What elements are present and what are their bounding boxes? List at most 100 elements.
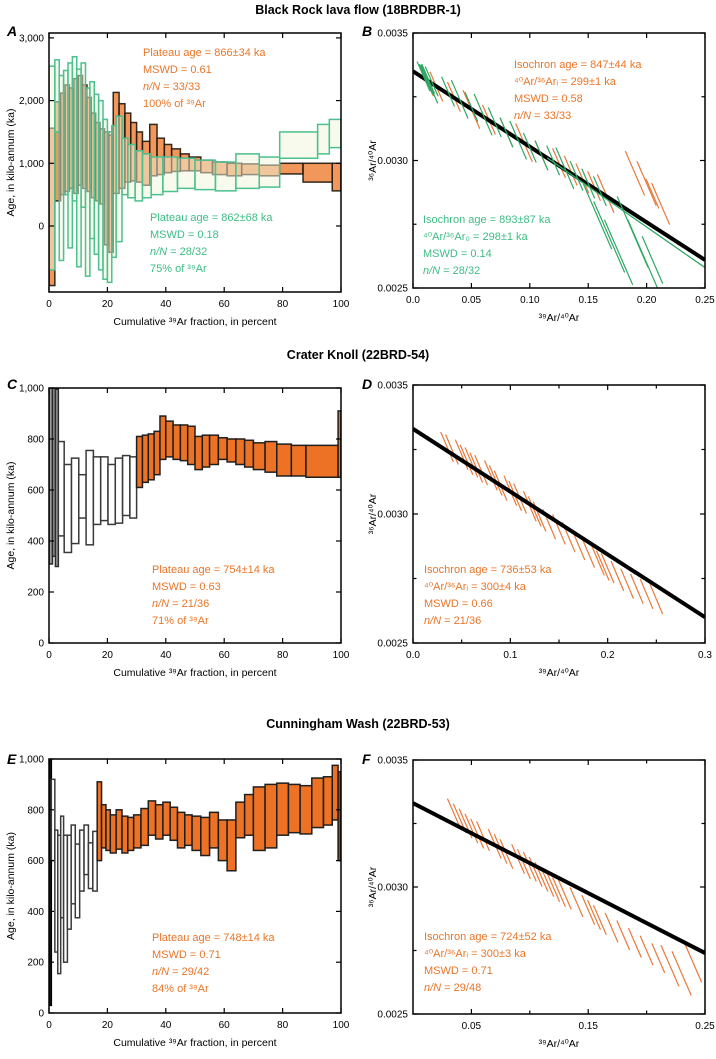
- isochron-error-segment-orange: [639, 935, 654, 966]
- panel-c-chart: 0 20 40 60 80 100 0 200 400 600 800 1,000 Cumulative…: [5, 384, 350, 680]
- spectrum-step: [316, 123, 331, 155]
- isochron-error-segment-orange: [516, 849, 531, 880]
- panel-b-chart: 0.0 0.05 0.10 0.15 0.20 0.25 0.0025 0.0030 0.003…: [367, 29, 715, 325]
- isochron-error-segment-orange: [645, 178, 660, 209]
- isochron-error-segment-orange: [581, 537, 596, 568]
- x-tick-label: 100: [333, 650, 350, 661]
- isochron-error-segment-green: [592, 176, 607, 207]
- spectrum-step: [290, 444, 307, 477]
- isochron-error-segment-green: [416, 61, 431, 92]
- spectrum-step: [99, 456, 109, 522]
- spectrum-step: [159, 415, 167, 461]
- annotation-line: n/N = 33/33: [514, 110, 572, 122]
- annotation-line: Isochron age = 893±87 ka: [423, 214, 551, 226]
- isochron-error-segment-green: [627, 219, 659, 288]
- y-tick-label: 800: [27, 805, 44, 816]
- x-axis-label: ³⁹Ar/⁴⁰Ar: [539, 667, 580, 679]
- isochron-error-segment-orange: [528, 856, 543, 887]
- isochron-error-segment-green: [420, 64, 439, 104]
- annotation-line: MSWD = 0.58: [514, 93, 583, 105]
- y-tick-label: 0.0035: [377, 756, 408, 767]
- isochron-error-segment-green: [420, 65, 434, 96]
- annotation-line: Isochron age = 847±44 ka: [514, 59, 642, 71]
- spectrum-step: [186, 425, 196, 466]
- spectrum-step: [92, 456, 102, 526]
- x-tick-label: 0.15: [578, 1021, 598, 1032]
- isochron-error-segment-orange: [459, 444, 474, 476]
- spectrum-step: [191, 815, 202, 852]
- isochron-error-segment-orange: [604, 912, 619, 943]
- spectrum-step: [129, 456, 138, 519]
- group-title-cunningham-wash: Cunningham Wash (22BRD-53): [266, 717, 450, 731]
- spectrum-step: [179, 424, 189, 462]
- isochron-error-segment-orange: [552, 148, 566, 179]
- spectrum-step: [78, 473, 87, 519]
- annotation-line: n/N = 29/48: [424, 982, 482, 994]
- spectrum-step: [49, 65, 56, 271]
- x-tick-label: 20: [102, 1020, 114, 1031]
- spectrum-step: [217, 436, 228, 461]
- isochron-error-segment-orange: [474, 454, 489, 486]
- annotation-line: Plateau age = 862±68 ka: [150, 212, 273, 224]
- isochron-error-segment-green: [581, 168, 596, 199]
- isochron-error-segment-orange: [629, 573, 644, 605]
- y-tick-label: 200: [27, 958, 44, 969]
- isochron-error-segment-orange: [546, 872, 561, 902]
- spectrum-step: [127, 143, 136, 199]
- y-tick-label: 3,000: [19, 33, 44, 44]
- y-tick-label: 600: [27, 856, 44, 867]
- isochron-error-segment-orange: [624, 150, 646, 196]
- panel-a-stats-annotation: Plateau age = 862±68 ka MSWD = 0.18 n/N = …: [150, 210, 273, 278]
- annotation-line: MSWD = 0.66: [424, 598, 493, 610]
- panel-letter-a: A: [7, 23, 18, 39]
- x-tick-label: 0.0: [406, 295, 420, 306]
- spectrum-step: [208, 811, 220, 849]
- y-axis-label: Age, in kilo-annum (ka): [5, 109, 17, 217]
- panel-d-stats-annotation: Isochron age = 736±53 ka ⁴⁰Ar/³⁶Arᵢ = 300…: [424, 562, 551, 630]
- y-tick-label: 0.0035: [377, 29, 408, 40]
- x-tick-label: 0.0: [406, 650, 420, 661]
- y-tick-label: 0.0030: [377, 156, 408, 167]
- y-tick-label: 0: [38, 1009, 44, 1020]
- isochron-error-segment-orange: [591, 545, 605, 576]
- panel-b-stats-annotation: Isochron age = 847±44 ka ⁴⁰Ar/³⁶Arᵢ = 299…: [514, 57, 641, 125]
- isochron-error-segment-orange: [620, 568, 635, 599]
- panel-letter-d: D: [362, 376, 373, 392]
- x-tick-label: 0: [46, 1020, 52, 1031]
- x-tick-label: 0.25: [695, 1021, 715, 1032]
- isochron-error-segment-orange: [563, 155, 578, 186]
- isochron-error-segment-green: [421, 63, 436, 94]
- x-tick-label: 80: [277, 1020, 289, 1031]
- annotation-line: Plateau age = 754±14 ka: [152, 564, 275, 576]
- annotation-line: n/N = 28/32: [423, 265, 481, 277]
- annotation-line: MSWD = 0.14: [423, 248, 492, 260]
- annotation-line: Isochron age = 724±52 ka: [424, 931, 552, 943]
- spectrum-step: [311, 777, 325, 829]
- isochron-error-segment-green: [546, 145, 561, 176]
- spectrum-step: [107, 463, 117, 526]
- annotation-line: Plateau age = 866±34 ka: [143, 47, 266, 59]
- x-tick-label: 0.05: [462, 295, 482, 306]
- annotation-line: Isochron age = 736±53 ka: [424, 564, 552, 576]
- x-tick-label: 0.15: [578, 295, 598, 306]
- group-title-crater-knoll: Crater Knoll (22BRD-54): [286, 348, 430, 362]
- isochron-error-segment-green: [441, 76, 456, 107]
- spectrum-step: [278, 131, 319, 160]
- isochron-error-segment-green: [555, 147, 575, 190]
- annotation-line: 71% of ³⁹Ar: [152, 615, 209, 627]
- annotation-line: n/N = 21/36: [152, 598, 210, 610]
- x-tick-label: 80: [277, 650, 289, 661]
- y-tick-label: 0.0030: [377, 510, 408, 521]
- x-tick-label: 0: [46, 650, 52, 661]
- annotation-line: 84% of ³⁹Ar: [152, 983, 209, 995]
- spectrum-step: [243, 793, 255, 836]
- plot-content: [49, 55, 341, 287]
- spectrum-step: [264, 440, 278, 473]
- spectrum-step: [226, 438, 237, 463]
- y-tick-label: 0: [38, 221, 44, 232]
- plot-content: [49, 388, 341, 568]
- isochron-error-segment-orange: [636, 161, 657, 206]
- isochron-fit-line: [413, 801, 705, 955]
- isochron-error-segment-orange: [464, 813, 479, 844]
- isochron-error-segment-green: [522, 132, 537, 163]
